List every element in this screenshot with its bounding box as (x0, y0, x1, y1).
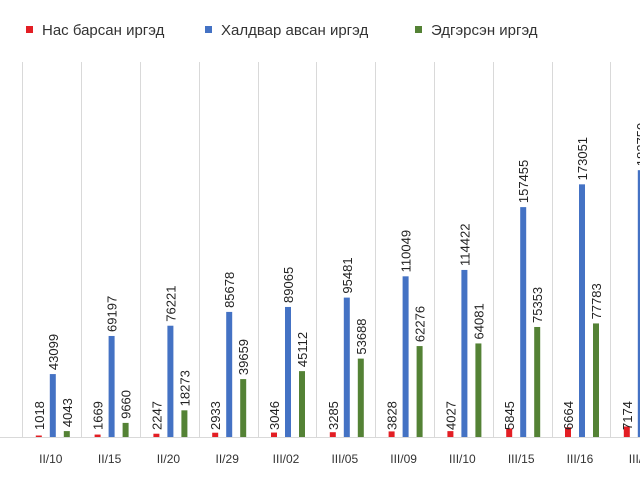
value-labels: 1018 43099 4043 1669 69197 9660 2247 76221 18273… (32, 123, 640, 430)
x-tick-label: III/10 (449, 452, 476, 466)
x-tick-label: II/29 (216, 452, 240, 466)
data-label-0-5: 3046 (267, 401, 282, 430)
legend-swatch-1 (205, 26, 212, 33)
data-label-1-6: 95481 (340, 257, 355, 293)
bar-0-10 (565, 427, 571, 437)
legend-label-1: Халдвар авсан иргэд (221, 22, 368, 39)
data-label-0-6: 3285 (326, 401, 341, 430)
bar-1-8 (461, 269, 468, 437)
data-label-0-11: 7174 (620, 401, 635, 430)
data-label-0-2: 1669 (91, 401, 106, 430)
data-label-0-8: 4027 (443, 401, 458, 430)
data-label-0-7: 3828 (385, 401, 400, 430)
x-tick-label: III/1 (629, 452, 640, 466)
bar-1-2 (108, 335, 115, 437)
data-label-1-11: 182750 (634, 123, 640, 166)
bar-0-9 (506, 428, 513, 437)
x-tick-label: II/10 (39, 452, 63, 466)
bar-0-3 (153, 433, 160, 437)
bar-2-10 (593, 323, 599, 437)
x-tick-label: II/15 (98, 452, 122, 466)
data-label-2-10: 77783 (589, 283, 604, 319)
bar-1-5 (285, 306, 291, 437)
data-label-1-1: 43099 (46, 334, 61, 370)
bar-0-1 (35, 435, 42, 437)
legend-label-2: Эдгэрсэн иргэд (431, 22, 538, 39)
x-axis-tick-labels: II/10 II/15 II/20 II/29 III/02 III/05 III/09 II… (39, 452, 640, 466)
bar-1-9 (520, 207, 527, 437)
x-tick-label: III/05 (331, 452, 358, 466)
bar-1-10 (579, 184, 585, 437)
bar-2-8 (475, 343, 482, 437)
legend-label-0: Нас барсан иргэд (42, 22, 165, 39)
bar-1-6 (343, 297, 350, 437)
data-label-1-2: 69197 (105, 296, 120, 332)
data-label-1-8: 114422 (457, 224, 472, 266)
bar-2-5 (299, 371, 305, 437)
bar-2-3 (181, 410, 188, 437)
x-tick-label: III/16 (567, 452, 594, 466)
x-tick-label: II/20 (157, 452, 181, 466)
x-tick-label: III/15 (508, 452, 535, 466)
bar-0-6 (329, 432, 336, 437)
data-label-2-1: 4043 (60, 398, 75, 427)
bar-0-2 (94, 434, 101, 437)
data-label-2-4: 39659 (236, 339, 251, 375)
data-label-1-3: 76221 (163, 286, 178, 322)
category-separators (0, 62, 640, 438)
bar-0-5 (271, 432, 277, 437)
data-label-1-7: 110049 (399, 230, 414, 272)
bar-2-7 (416, 346, 423, 437)
data-label-0-4: 2933 (208, 401, 223, 430)
bar-2-4 (240, 379, 247, 437)
bar-1-11 (637, 170, 640, 437)
legend-swatch-0 (26, 26, 33, 33)
bar-2-6 (357, 358, 364, 437)
bar-2-2 (122, 422, 129, 437)
bar-1-7 (402, 276, 409, 437)
bar-1-3 (167, 325, 174, 437)
data-label-1-5: 89065 (281, 267, 296, 303)
bar-0-8 (447, 431, 454, 437)
data-label-2-3: 18273 (177, 370, 192, 406)
legend-swatch-2 (415, 26, 422, 33)
data-label-0-9: 5845 (502, 401, 517, 430)
data-label-2-7: 62276 (413, 306, 428, 342)
data-label-0-3: 2247 (149, 401, 164, 430)
data-label-1-9: 157455 (516, 160, 531, 203)
bar-0-11 (623, 426, 630, 437)
data-label-1-4: 85678 (222, 272, 237, 308)
data-label-2-9: 75353 (530, 287, 545, 323)
data-label-2-5: 45112 (295, 332, 310, 367)
data-label-0-10: 6664 (561, 401, 576, 430)
bar-0-4 (212, 432, 219, 437)
bar-0-7 (388, 431, 395, 437)
bar-1-1 (49, 374, 56, 437)
bar-1-4 (226, 311, 233, 437)
bar-2-9 (534, 326, 541, 437)
data-label-2-8: 64081 (471, 303, 486, 339)
bar-2-1 (63, 431, 70, 437)
data-label-2-6: 53688 (354, 318, 369, 354)
bars (35, 170, 640, 437)
x-tick-label: III/09 (390, 452, 417, 466)
x-tick-label: III/02 (273, 452, 300, 466)
legend: Нас барсан иргэд Халдвар авсан иргэд Эдгэр… (26, 22, 538, 39)
data-label-2-2: 9660 (119, 390, 134, 419)
data-label-0-1: 1018 (32, 401, 47, 430)
data-label-1-10: 173051 (575, 137, 590, 180)
